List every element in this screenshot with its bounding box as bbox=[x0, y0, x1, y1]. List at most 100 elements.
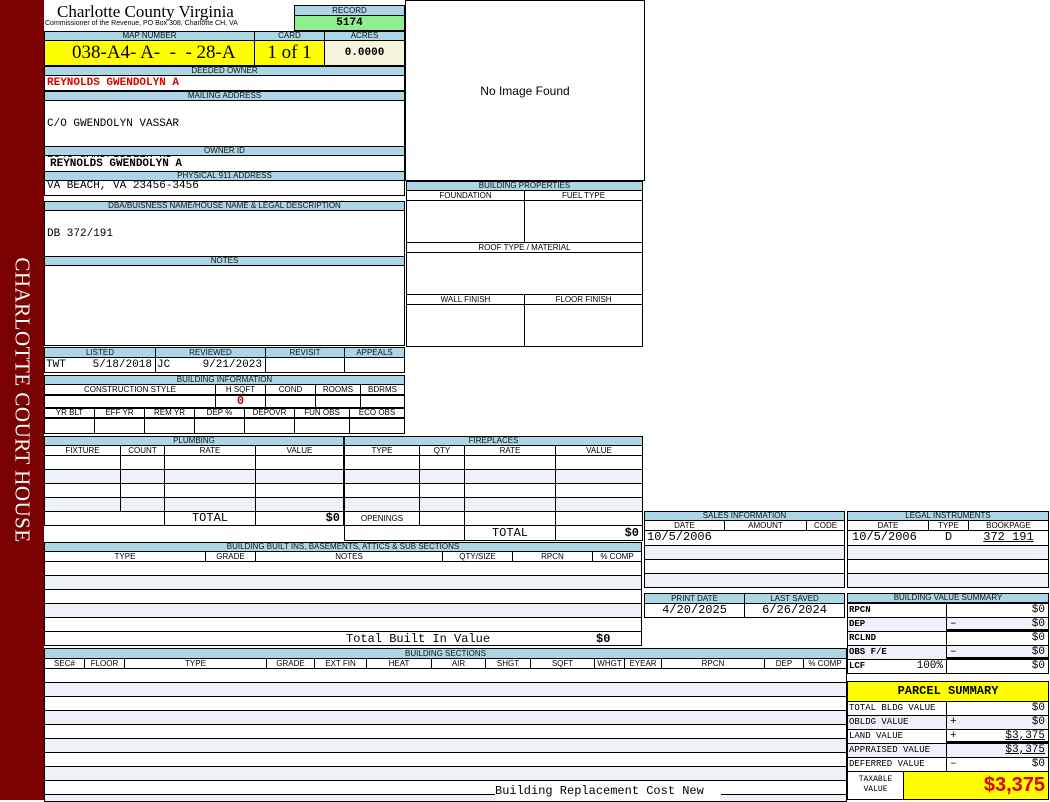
fireplace-total-label: TOTAL bbox=[464, 525, 556, 541]
fireplace-row bbox=[555, 455, 643, 470]
legal-bookpage: 372 191 bbox=[983, 530, 1034, 544]
fuel-type-label: FUEL TYPE bbox=[561, 191, 606, 200]
fireplace-row bbox=[419, 455, 465, 470]
page-title: Charlotte County Virginia bbox=[57, 2, 234, 21]
fireplace-row bbox=[344, 469, 420, 484]
page-subtitle: Commissioner of the Revenue, PO Box 308,… bbox=[45, 20, 238, 27]
fireplace-row bbox=[464, 455, 556, 470]
fireplace-row bbox=[419, 483, 465, 498]
sales-row bbox=[644, 559, 845, 574]
fireplace-row bbox=[344, 455, 420, 470]
mailing-line: C/O GWENDOLYN VASSAR bbox=[47, 117, 180, 130]
deeded-owner-value: REYNOLDS GWENDOLYN A bbox=[44, 75, 405, 91]
dba-value: DB 372/191 bbox=[44, 210, 405, 257]
plumbing-total-value: $0 bbox=[255, 511, 344, 526]
fireplace-row bbox=[464, 483, 556, 498]
fireplace-row bbox=[555, 469, 643, 484]
notes-value bbox=[44, 265, 405, 346]
appeals-value bbox=[344, 357, 405, 373]
acres-value: 0.0000 bbox=[324, 40, 405, 66]
legal-row bbox=[847, 545, 1049, 560]
section-row bbox=[44, 738, 847, 753]
fireplace-row bbox=[555, 483, 643, 498]
physical-address-value bbox=[44, 180, 405, 196]
parcel-summary-label-cell: LAND VALUE bbox=[847, 729, 947, 744]
rem-yr-value bbox=[144, 417, 195, 434]
parcel-summary-label-cell: DEFERRED VALUE bbox=[847, 757, 947, 772]
plumbing-row bbox=[164, 455, 256, 470]
amount: $0 bbox=[1031, 758, 1045, 770]
eco-obs-label: ECO OBS bbox=[349, 407, 405, 419]
plumbing-row bbox=[255, 497, 344, 512]
sidebar: CHARLOTTE COURT HOUSE bbox=[0, 0, 44, 800]
value-summary-row-label: LCF bbox=[849, 661, 866, 671]
foundation-label: FOUNDATION bbox=[439, 191, 492, 200]
taxable-label: TAXABLE VALUE bbox=[847, 771, 904, 800]
plumbing-total-label: TOTAL bbox=[164, 511, 256, 526]
amount: $3,375 bbox=[1005, 730, 1045, 742]
parcel-summary-label: PARCEL SUMMARY bbox=[847, 681, 1049, 702]
legal-date: 10/5/2006 bbox=[852, 530, 917, 544]
parcel-summary-label-cell: APPRAISED VALUE bbox=[847, 743, 947, 758]
legal-row bbox=[847, 559, 1049, 574]
plumbing-row bbox=[164, 469, 256, 484]
section-row bbox=[44, 682, 847, 697]
section-row bbox=[44, 668, 847, 683]
fireplace-row bbox=[344, 497, 420, 512]
built-in-total-value: $0 bbox=[596, 632, 611, 646]
openings-label: OPENINGS bbox=[344, 511, 420, 526]
property-image: No Image Found bbox=[405, 0, 645, 181]
plumbing-row bbox=[120, 497, 165, 512]
built-in-row bbox=[44, 575, 642, 590]
plumbing-row bbox=[120, 483, 165, 498]
built-in-row bbox=[44, 589, 642, 604]
plumbing-row bbox=[44, 497, 121, 512]
plumbing-total-blank bbox=[44, 511, 165, 526]
sales-row bbox=[644, 545, 845, 560]
parcel-summary-value: $0 bbox=[946, 701, 1049, 716]
fireplace-row bbox=[464, 497, 556, 512]
plumbing-row bbox=[164, 483, 256, 498]
section-row bbox=[44, 710, 847, 725]
value-summary-row-label: RPCN bbox=[849, 605, 871, 615]
built-in-total-label: Total Built In Value bbox=[346, 632, 491, 646]
fireplace-row bbox=[419, 469, 465, 484]
amount: $0 bbox=[1031, 702, 1045, 714]
fireplace-row bbox=[555, 497, 643, 512]
sign: – bbox=[950, 646, 957, 658]
value-summary-value: – $0 bbox=[946, 617, 1049, 632]
bdrms-label: BDRMS bbox=[360, 384, 405, 396]
value-summary-row-label: OBS F/E bbox=[849, 647, 887, 657]
section-row bbox=[44, 780, 847, 795]
sign: + bbox=[950, 716, 957, 728]
legal-type: D bbox=[944, 530, 953, 544]
plumbing-row bbox=[120, 455, 165, 470]
parcel-summary-value: + $3,375 bbox=[946, 729, 1049, 744]
floor-finish-field: FLOOR FINISH bbox=[524, 294, 643, 347]
value-summary-label: LCF 100% bbox=[847, 659, 947, 674]
amount: $0 bbox=[1031, 716, 1045, 728]
wall-finish-field: WALL FINISH bbox=[406, 294, 525, 347]
taxable-value: $3,375 bbox=[903, 771, 1049, 800]
section-row bbox=[44, 696, 847, 711]
amount: $0 bbox=[1031, 632, 1045, 644]
section-row bbox=[44, 794, 847, 802]
amount: $0 bbox=[1031, 618, 1045, 630]
replacement-cost-label: Building Replacement Cost New bbox=[495, 784, 721, 801]
section-row bbox=[44, 724, 847, 739]
mailing-line: VA BEACH, VA 23456-3456 bbox=[47, 179, 199, 192]
roof-field: ROOF TYPE / MATERIAL bbox=[406, 242, 643, 295]
legal-row bbox=[847, 573, 1049, 588]
sign: – bbox=[950, 618, 957, 630]
openings-value bbox=[555, 511, 643, 526]
floor-finish-label: FLOOR FINISH bbox=[555, 295, 612, 304]
openings-qty bbox=[419, 511, 465, 526]
plumbing-row bbox=[255, 483, 344, 498]
yr-blt-value bbox=[44, 417, 95, 434]
fireplace-total-blank bbox=[344, 525, 465, 541]
sale-date: 10/5/2006 bbox=[647, 530, 712, 544]
value-summary-value: $0 bbox=[946, 603, 1049, 618]
lcf-percent: 100% bbox=[916, 660, 943, 672]
plumbing-row bbox=[164, 497, 256, 512]
mailing-address: C/O GWENDOLYN VASSAR 2845 SANDFIDDLER RD… bbox=[44, 100, 405, 192]
